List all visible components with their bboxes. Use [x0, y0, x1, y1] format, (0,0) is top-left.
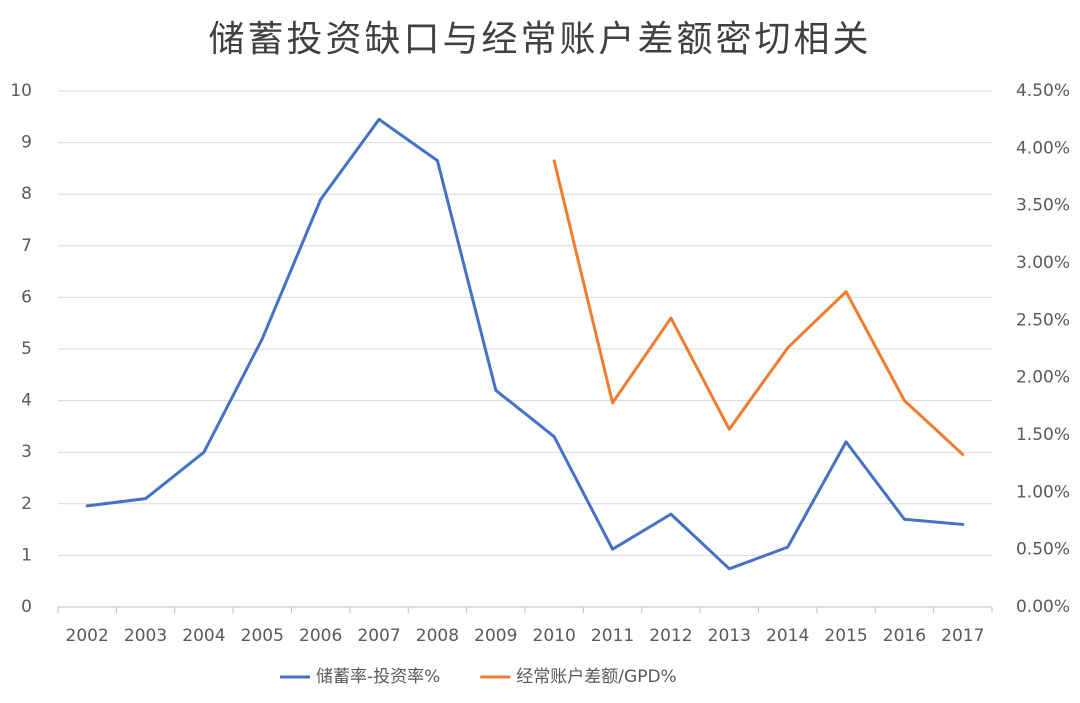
x-tick-label: 2008	[416, 626, 459, 646]
legend-label: 经常账户差额/GPD%	[516, 667, 676, 687]
x-tick-label: 2002	[66, 626, 109, 646]
series-line	[552, 159, 965, 456]
y2-tick-label: 0.50%	[1016, 540, 1070, 560]
x-tick-label: 2005	[241, 626, 284, 646]
y-tick-label: 3	[21, 442, 32, 462]
chart-title: 储蓄投资缺口与经常账户差额密切相关	[208, 19, 871, 60]
y-tick-label: 7	[21, 236, 32, 256]
y2-tick-label: 3.50%	[1016, 196, 1070, 216]
y-tick-label: 9	[21, 133, 32, 153]
series-line	[85, 117, 965, 571]
y2-tick-label: 2.50%	[1016, 310, 1070, 330]
y2-tick-label: 4.00%	[1016, 138, 1070, 158]
x-tick-label: 2012	[649, 626, 692, 646]
y2-tick-label: 1.50%	[1016, 425, 1070, 445]
y-tick-label: 0	[21, 597, 32, 617]
x-tick-label: 2016	[883, 626, 926, 646]
x-tick-label: 2017	[941, 626, 984, 646]
y-tick-label: 4	[21, 391, 32, 411]
y2-tick-label: 3.00%	[1016, 253, 1070, 273]
x-tick-label: 2010	[533, 626, 576, 646]
x-tick-label: 2009	[474, 626, 517, 646]
y-tick-label: 1	[21, 545, 32, 565]
y-tick-label: 10	[10, 81, 32, 101]
legend-label: 储蓄率-投资率%	[316, 667, 440, 687]
y-tick-label: 2	[21, 494, 32, 514]
x-tick-label: 2007	[357, 626, 400, 646]
x-tick-label: 2014	[766, 626, 809, 646]
x-tick-label: 2006	[299, 626, 342, 646]
x-tick-label: 2013	[708, 626, 751, 646]
x-tick-label: 2004	[182, 626, 225, 646]
y2-tick-label: 2.00%	[1016, 368, 1070, 388]
y2-tick-label: 4.50%	[1016, 81, 1070, 101]
x-tick-label: 2003	[124, 626, 167, 646]
y-tick-label: 5	[21, 339, 32, 359]
y2-tick-label: 0.00%	[1016, 597, 1070, 617]
x-tick-label: 2011	[591, 626, 634, 646]
y-tick-label: 6	[21, 287, 32, 307]
y-tick-label: 8	[21, 184, 32, 204]
y2-tick-label: 1.00%	[1016, 482, 1070, 502]
x-tick-label: 2015	[824, 626, 867, 646]
